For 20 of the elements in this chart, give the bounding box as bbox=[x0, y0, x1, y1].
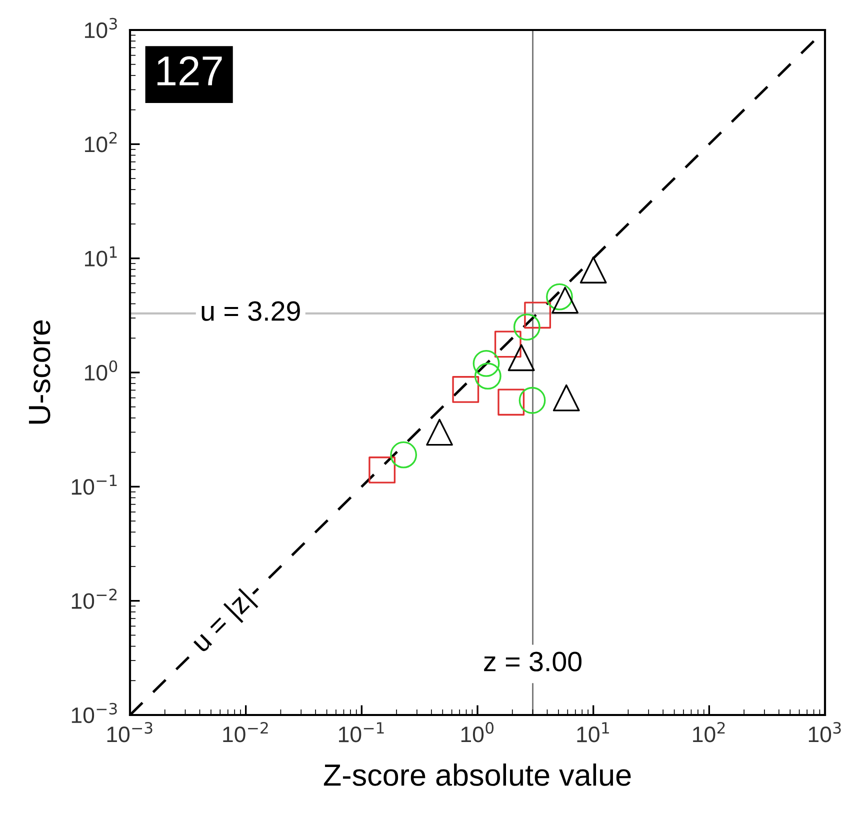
x-tick-label: 10$^{1}$ bbox=[577, 722, 609, 742]
ref-line-label: z = 3.00 bbox=[484, 652, 582, 672]
x-tick-label: 10$^{−3}$ bbox=[107, 722, 152, 742]
x-tick-label: 10$^{−1}$ bbox=[339, 722, 384, 742]
y-tick-label: 10$^{2}$ bbox=[85, 132, 117, 152]
y-tick-label: 10$^{3}$ bbox=[85, 18, 117, 38]
y-axis-title: U-score bbox=[28, 320, 50, 424]
y-tick-label: 10$^{0}$ bbox=[85, 360, 118, 381]
annotation: u = |z| bbox=[190, 588, 258, 657]
y-tick-label: 10$^{−3}$ bbox=[72, 702, 117, 724]
y-tick-label: 10$^{1}$ bbox=[85, 246, 117, 266]
x-tick-label: 10$^{0}$ bbox=[461, 722, 494, 742]
y-tick-label: 10$^{−1}$ bbox=[72, 474, 117, 495]
x-tick-label: 10$^{3}$ bbox=[808, 722, 841, 742]
y-tick-label: 10$^{−2}$ bbox=[72, 588, 117, 609]
annotation: 127 bbox=[158, 56, 222, 86]
x-tick-label: 10$^{2}$ bbox=[693, 722, 725, 742]
ref-line-label: u = 3.29 bbox=[202, 301, 300, 321]
x-axis-title: Z-score absolute value bbox=[324, 763, 631, 786]
x-tick-label: 10$^{−2}$ bbox=[223, 722, 268, 742]
